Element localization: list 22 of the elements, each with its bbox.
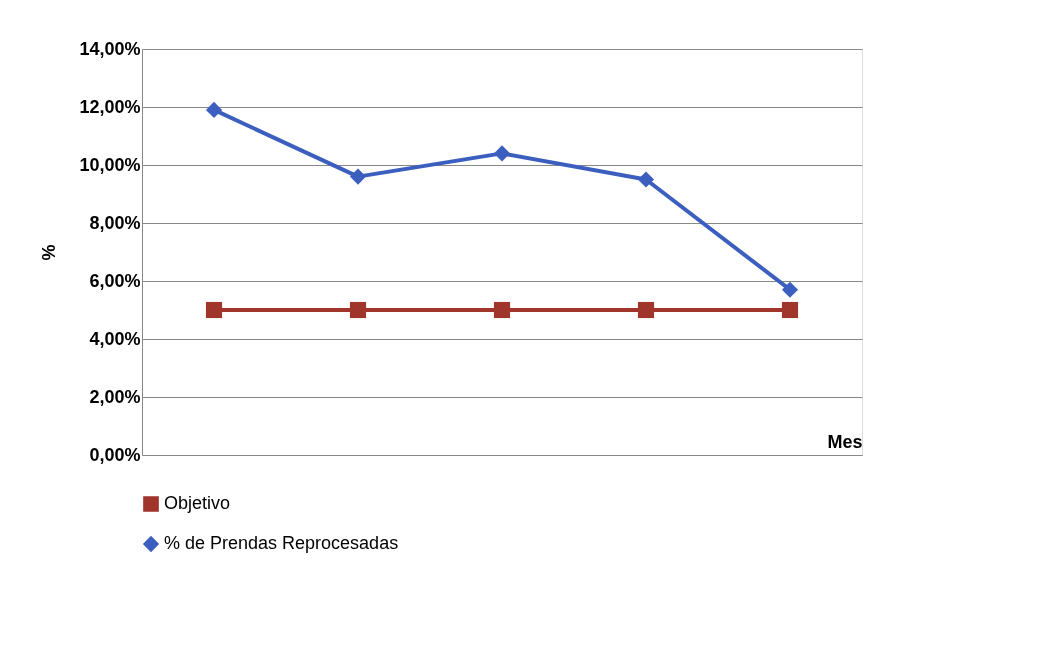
point (637, 171, 655, 188)
point (205, 101, 223, 118)
point (781, 301, 799, 319)
y-tick-label: 2,00% (89, 386, 141, 407)
point (349, 301, 367, 319)
y-tick-label: 6,00% (89, 270, 141, 291)
legend-label: Objetivo (164, 493, 231, 513)
y-axis-title: % (39, 244, 60, 261)
point (205, 301, 223, 319)
point (637, 301, 655, 319)
y-tick-label: 12,00% (79, 96, 141, 117)
point (493, 301, 511, 319)
y-tick-label: 14,00% (79, 38, 141, 59)
y-tick-label: 4,00% (89, 328, 141, 349)
point (493, 145, 511, 162)
y-tick-label: 10,00% (79, 154, 141, 175)
point (781, 281, 799, 298)
legend-label: % de Prendas Reprocesadas (164, 533, 399, 553)
x-axis-title: Mes (827, 431, 863, 452)
y-tick-label: 8,00% (89, 212, 141, 233)
y-tick-label: 0,00% (89, 444, 141, 465)
point (349, 168, 367, 185)
